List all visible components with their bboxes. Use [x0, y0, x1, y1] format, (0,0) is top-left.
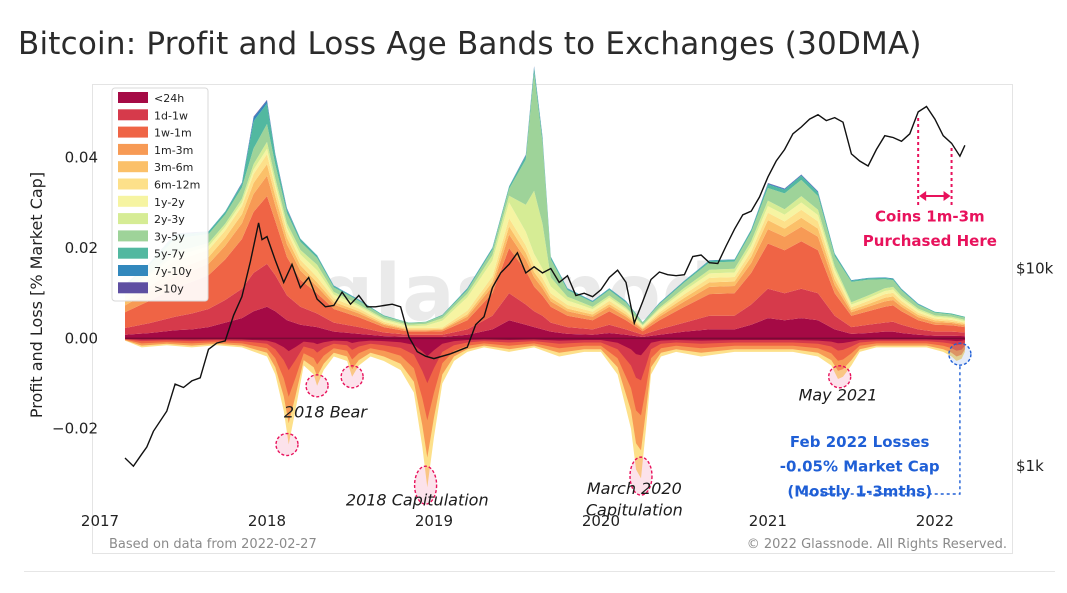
- legend-swatch: [118, 178, 148, 190]
- chart-panel: [92, 84, 1013, 554]
- legend-swatch: [118, 213, 148, 225]
- loss-band-3: [125, 338, 965, 421]
- legend-label: 1w-1m: [154, 127, 192, 140]
- legend-label: 1d-1w: [154, 109, 188, 122]
- legend-swatch: [118, 161, 148, 173]
- legend-swatch: [118, 109, 148, 121]
- legend-label: 1m-3m: [154, 144, 193, 157]
- legend-label: <24h: [154, 92, 184, 105]
- loss-band-5: [125, 338, 965, 357]
- legend: <24h 1d-1w 1w-1m 1m-3m 3m-6m 6m-12m 1y-2y 2y-3y…: [111, 87, 209, 302]
- loss-band-1: [125, 338, 965, 488]
- legend-label: 6m-12m: [154, 179, 200, 192]
- x-tick-label: 2017: [81, 512, 119, 530]
- highlight-circle: [629, 456, 653, 496]
- legend-swatch: [118, 282, 148, 294]
- annotation-text: May 2021: [799, 385, 878, 404]
- blue-leader-line: [801, 366, 961, 495]
- legend-swatch: [118, 143, 148, 155]
- footer-source: Based on data from 2022-02-27: [109, 537, 317, 552]
- legend-swatch: [118, 247, 148, 259]
- legend-label: >10y: [154, 282, 184, 295]
- legend-swatch: [118, 230, 148, 242]
- profit-band-9: [125, 73, 965, 325]
- price-series: [124, 105, 966, 468]
- x-tick-label: 2022: [916, 512, 954, 530]
- profit-band-1: [125, 306, 965, 339]
- legend-swatch: [118, 92, 148, 103]
- y2-tick-label: $1k: [1016, 457, 1044, 475]
- legend-label: 2y-3y: [154, 213, 185, 226]
- annotation-text: March 2020: [587, 479, 682, 498]
- legend-label: 7y-10y: [154, 265, 192, 278]
- highlight-circle: [827, 365, 852, 389]
- bottom-divider: [24, 571, 1055, 588]
- profit-band-2: [125, 263, 965, 337]
- x-tick-label: 2020: [582, 512, 620, 530]
- annotation-text: 2018 Capitulation: [346, 490, 489, 509]
- annotation-text: (Mostly 1-3mths): [787, 482, 932, 500]
- x-tick-label: 2021: [749, 512, 787, 530]
- y-tick-label: 0.00: [65, 329, 98, 347]
- footer-copyright: © 2022 Glassnode. All Rights Reserved.: [746, 537, 1007, 552]
- legend-label: 3m-6m: [154, 161, 193, 174]
- highlight-circle: [948, 342, 972, 366]
- loss-band-2: [125, 338, 965, 458]
- x-tick-label: 2018: [248, 512, 286, 530]
- highlight-circle: [275, 432, 299, 457]
- y2-tick-label: $10k: [1016, 259, 1054, 277]
- annotation-text: -0.05% Market Cap: [780, 458, 940, 476]
- y-tick-label: −0.02: [52, 420, 98, 438]
- annotation-text: Coins 1m-3m: [875, 207, 985, 225]
- axes: 0.04 0.02 0.00 −0.02 $10k $1k 2017 2018 2019 2020…: [52, 149, 1054, 530]
- y-tick-label: 0.04: [65, 149, 98, 167]
- highlight-circle: [340, 365, 364, 389]
- price-line: [124, 105, 966, 468]
- legend-swatch: [118, 195, 148, 207]
- loss-band-4: [125, 338, 965, 384]
- bracket-arrow-head-right: [943, 191, 951, 201]
- annotation-text: Purchased Here: [863, 232, 997, 250]
- profit-band-3: [125, 196, 965, 335]
- legend-swatch: [118, 126, 148, 138]
- highlight-circle: [413, 465, 438, 505]
- legend-label: 3y-5y: [154, 230, 185, 243]
- profit-loss-bands: [125, 66, 965, 488]
- y-axis-label: Profit and Loss [% Market Cap]: [27, 172, 46, 418]
- annotation-text: Capitulation: [586, 500, 683, 519]
- highlight-circle: [305, 374, 329, 398]
- chart-title: Bitcoin: Profit and Loss Age Bands to Ex…: [18, 26, 922, 62]
- bracket-arrow-head-left: [919, 191, 927, 201]
- legend-swatch: [118, 265, 148, 276]
- legend-label: 5y-7y: [154, 248, 185, 261]
- annotation-marks: 2018 Bear 2018 Capitulation March 2020 Capi…: [275, 118, 997, 519]
- legend-label: 1y-2y: [154, 196, 185, 209]
- y-tick-label: 0.02: [65, 239, 98, 257]
- annotation-text: Feb 2022 Losses: [790, 433, 930, 451]
- x-tick-label: 2019: [415, 512, 453, 530]
- annotation-text: 2018 Bear: [284, 402, 368, 421]
